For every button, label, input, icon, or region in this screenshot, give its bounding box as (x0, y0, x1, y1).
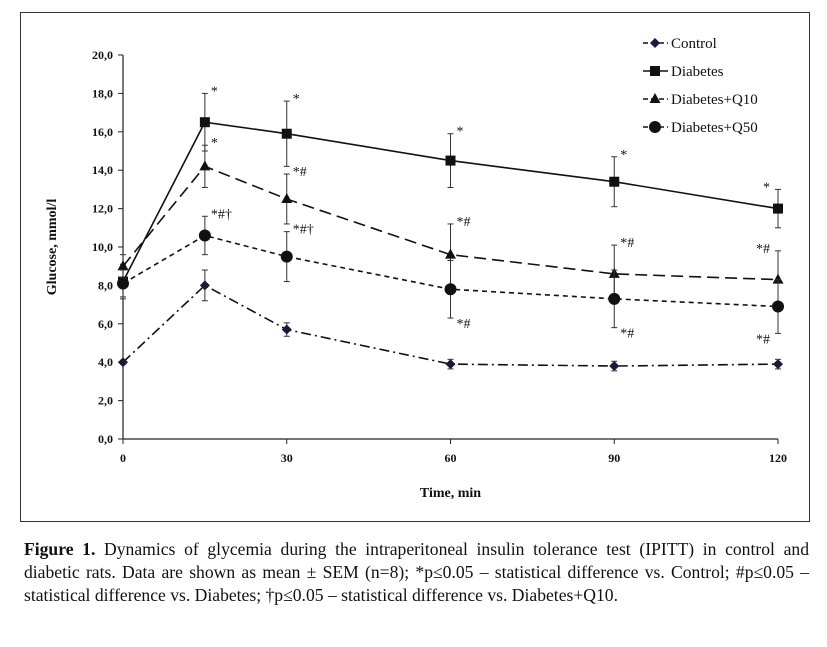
data-point-control (609, 361, 620, 372)
y-tick-label: 16,0 (92, 125, 113, 139)
annotation-diabetes: * (763, 180, 770, 195)
x-axis-label: Time, min (420, 486, 481, 501)
legend-marker-diabetes (650, 66, 660, 76)
y-tick-label: 12,0 (92, 202, 113, 216)
data-point-diabetes (609, 176, 620, 187)
data-point-diabetes (773, 203, 783, 214)
y-tick-label: 6,0 (98, 317, 113, 331)
data-point-control (118, 357, 128, 368)
caption-label: Figure 1. (24, 539, 96, 559)
data-point-control (199, 280, 210, 291)
annotation-diabetes-q10: *# (756, 242, 770, 257)
series-line-diabetes-q10 (122, 165, 779, 281)
data-point-diabetes-q10 (445, 248, 456, 259)
data-point-diabetes (199, 117, 210, 128)
y-tick-label: 18,0 (92, 86, 113, 100)
annotation-diabetes-q50: *# (620, 327, 634, 342)
y-tick-label: 4,0 (98, 355, 113, 369)
data-point-diabetes-q50 (198, 229, 211, 242)
y-tick-label: 14,0 (92, 163, 113, 177)
legend-marker-diabetes-q10 (649, 93, 661, 103)
data-point-diabetes-q50 (117, 277, 129, 290)
data-point-diabetes (445, 155, 456, 166)
annotation-diabetes-q10: * (211, 136, 218, 151)
annotation-diabetes-q50: *# (457, 317, 471, 332)
x-tick-label: 120 (769, 451, 787, 465)
caption-text: Dynamics of glycemia during the intraper… (24, 539, 809, 605)
data-point-control (281, 324, 292, 335)
legend-label-diabetes-q10: Diabetes+Q10 (671, 92, 758, 108)
annotation-diabetes: * (211, 84, 218, 99)
annotation-diabetes-q50: *#† (293, 223, 314, 238)
data-point-control (773, 359, 783, 370)
legend-label-diabetes: Diabetes (671, 64, 724, 80)
series-line-diabetes-q50 (122, 234, 779, 308)
y-tick-label: 10,0 (92, 240, 113, 254)
annotation-diabetes-q50: *# (756, 332, 770, 347)
data-point-diabetes (281, 128, 292, 139)
y-axis-label: Glucose, mmol/l (45, 199, 60, 296)
annotation-diabetes-q10: *# (620, 236, 634, 251)
x-tick-label: 90 (608, 451, 620, 465)
y-tick-label: 20,0 (92, 48, 113, 62)
data-point-diabetes-q10 (772, 273, 784, 284)
x-tick-label: 60 (445, 451, 457, 465)
annotation-diabetes: * (457, 125, 464, 140)
annotation-diabetes-q50: *#† (211, 207, 232, 222)
data-point-diabetes-q50 (608, 292, 621, 305)
chart-frame (20, 12, 810, 522)
data-point-diabetes-q50 (444, 283, 457, 296)
series-line-diabetes (122, 121, 779, 282)
data-point-diabetes-q10 (199, 160, 211, 171)
data-point-diabetes-q50 (280, 250, 293, 263)
legend-label-diabetes-q50: Diabetes+Q50 (671, 120, 758, 136)
series-line-control (122, 284, 779, 367)
legend-marker-diabetes-q50 (649, 121, 661, 133)
figure-caption: Figure 1. Dynamics of glycemia during th… (24, 538, 809, 607)
legend-marker-control (650, 38, 660, 48)
x-tick-label: 30 (281, 451, 293, 465)
annotation-diabetes: * (620, 148, 627, 163)
glucose-line-chart: 0,0 2,0 4,0 6,0 8,0 10,0 12,0 14,0 16,0 18,0 20,0 0… (45, 36, 787, 501)
annotation-diabetes-q10: *# (457, 215, 471, 230)
y-tick-label: 8,0 (98, 278, 113, 292)
annotation-diabetes: * (293, 92, 300, 107)
legend-label-control: Control (671, 36, 717, 52)
x-tick-label: 0 (120, 451, 126, 465)
data-point-diabetes-q50 (772, 300, 784, 313)
data-point-control (445, 359, 456, 370)
data-point-diabetes-q10 (117, 260, 129, 271)
annotation-diabetes-q10: *# (293, 165, 307, 180)
y-tick-label: 2,0 (98, 394, 113, 408)
y-tick-label: 0,0 (98, 432, 113, 446)
data-point-diabetes-q10 (281, 193, 293, 203)
